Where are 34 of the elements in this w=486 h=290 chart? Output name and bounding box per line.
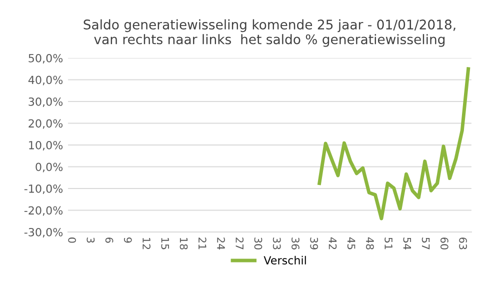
y-tick-label: 20,0%	[28, 119, 63, 129]
y-tick-label: -20,0%	[24, 206, 63, 216]
x-tick-label: 21	[198, 238, 206, 250]
x-tick-label: 9	[124, 238, 132, 243]
x-tick-label: 45	[347, 237, 356, 250]
x-tick-label: 0	[68, 238, 76, 243]
x-tick-label: 48	[366, 237, 374, 250]
x-tick-label: 63	[459, 238, 467, 250]
x-tick-label: 27	[236, 238, 244, 250]
x-tick-label: 60	[440, 238, 448, 250]
y-tick-label: 40,0%	[28, 76, 63, 86]
x-tick-label: 6	[105, 238, 114, 243]
y-tick-label: 50,0%	[28, 54, 63, 64]
x-tick-label: 24	[217, 238, 225, 250]
y-tick-label: -30,0%	[24, 228, 63, 238]
y-tick-label: 10,0%	[29, 140, 63, 151]
x-tick-label: 51	[384, 238, 392, 250]
y-tick-label: -10,0%	[24, 184, 63, 194]
x-tick-label: 33	[272, 238, 281, 250]
y-tick-label: 0,0%	[36, 162, 63, 172]
x-tick-label: 18	[180, 238, 188, 250]
x-tick-label: 15	[161, 238, 169, 250]
x-tick-label: 3	[86, 238, 95, 243]
x-tick-label: 30	[254, 238, 262, 250]
x-tick-label: 36	[292, 238, 300, 250]
line-series	[318, 67, 470, 220]
chart-title: Saldo generatiewisseling komende 25 jaar - 01/01/2018, van rechts naar links het saldo % generatiewisseling	[84, 19, 456, 47]
x-tick-label: 12	[142, 238, 150, 250]
x-tick-label: 42	[328, 237, 337, 250]
x-tick-label: 39	[310, 238, 318, 250]
legend-label: Verschil	[264, 256, 306, 265]
x-tick-label: 54	[403, 238, 411, 250]
y-tick-label: 30,0%	[28, 97, 63, 108]
x-tick-label: 57	[422, 238, 430, 250]
